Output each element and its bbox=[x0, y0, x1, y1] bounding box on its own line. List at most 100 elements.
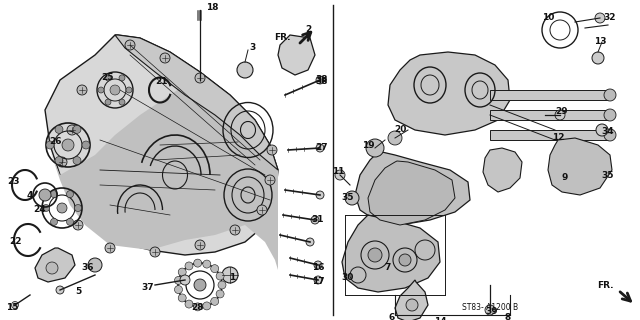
Circle shape bbox=[39, 189, 51, 201]
Circle shape bbox=[218, 281, 226, 289]
Circle shape bbox=[73, 156, 81, 164]
Polygon shape bbox=[368, 161, 455, 225]
Text: 28: 28 bbox=[192, 303, 204, 313]
Polygon shape bbox=[342, 215, 440, 292]
Circle shape bbox=[73, 220, 83, 230]
Text: 8: 8 bbox=[505, 314, 511, 320]
Circle shape bbox=[57, 203, 67, 213]
Polygon shape bbox=[483, 148, 522, 192]
Circle shape bbox=[203, 260, 211, 268]
Circle shape bbox=[399, 254, 411, 266]
Text: 18: 18 bbox=[205, 4, 218, 12]
Polygon shape bbox=[50, 75, 278, 270]
Circle shape bbox=[67, 125, 77, 135]
Text: FR.: FR. bbox=[274, 34, 291, 43]
Text: 20: 20 bbox=[394, 125, 406, 134]
Text: ST83- A1200 B: ST83- A1200 B bbox=[462, 303, 518, 313]
Text: 32: 32 bbox=[604, 13, 616, 22]
Circle shape bbox=[314, 261, 322, 269]
Circle shape bbox=[12, 301, 19, 308]
Text: FR.: FR. bbox=[596, 281, 613, 290]
Text: 31: 31 bbox=[312, 215, 324, 225]
Text: 9: 9 bbox=[562, 173, 568, 182]
Text: 21: 21 bbox=[156, 77, 168, 86]
Circle shape bbox=[51, 218, 58, 225]
Text: 1: 1 bbox=[229, 274, 235, 283]
Circle shape bbox=[194, 303, 202, 311]
Circle shape bbox=[55, 156, 63, 164]
Polygon shape bbox=[490, 110, 610, 120]
Circle shape bbox=[195, 240, 205, 250]
Circle shape bbox=[314, 276, 322, 284]
Circle shape bbox=[185, 262, 193, 270]
Circle shape bbox=[56, 286, 64, 294]
Circle shape bbox=[257, 205, 267, 215]
Text: 5: 5 bbox=[75, 287, 81, 297]
Circle shape bbox=[195, 73, 205, 83]
Text: 6: 6 bbox=[389, 314, 395, 320]
Circle shape bbox=[160, 53, 170, 63]
Text: 12: 12 bbox=[552, 133, 564, 142]
Circle shape bbox=[316, 191, 324, 199]
Circle shape bbox=[596, 124, 608, 136]
Text: 29: 29 bbox=[556, 108, 568, 116]
Circle shape bbox=[350, 267, 366, 283]
Polygon shape bbox=[35, 248, 75, 282]
Circle shape bbox=[592, 52, 604, 64]
Circle shape bbox=[119, 99, 125, 105]
Circle shape bbox=[604, 129, 616, 141]
Text: 23: 23 bbox=[8, 178, 20, 187]
Circle shape bbox=[216, 272, 224, 280]
Circle shape bbox=[150, 247, 160, 257]
Circle shape bbox=[388, 131, 402, 145]
Text: 25: 25 bbox=[102, 74, 115, 83]
Text: 27: 27 bbox=[316, 143, 328, 153]
Circle shape bbox=[368, 248, 382, 262]
Text: 2: 2 bbox=[305, 26, 311, 35]
Circle shape bbox=[42, 204, 49, 212]
Circle shape bbox=[267, 145, 277, 155]
Text: 34: 34 bbox=[602, 127, 614, 137]
Text: 16: 16 bbox=[312, 263, 324, 273]
Circle shape bbox=[88, 258, 102, 272]
Text: 26: 26 bbox=[49, 138, 61, 147]
Text: 37: 37 bbox=[141, 284, 154, 292]
Polygon shape bbox=[395, 280, 428, 320]
Circle shape bbox=[237, 62, 253, 78]
Polygon shape bbox=[388, 52, 510, 135]
Circle shape bbox=[485, 305, 495, 315]
Circle shape bbox=[46, 141, 54, 149]
Circle shape bbox=[194, 259, 202, 267]
Circle shape bbox=[604, 109, 616, 121]
Circle shape bbox=[222, 267, 238, 283]
Polygon shape bbox=[548, 138, 612, 195]
Circle shape bbox=[105, 75, 111, 81]
Text: 35: 35 bbox=[342, 194, 355, 203]
Circle shape bbox=[105, 243, 115, 253]
Circle shape bbox=[230, 225, 240, 235]
Circle shape bbox=[55, 125, 63, 133]
Circle shape bbox=[77, 85, 87, 95]
Circle shape bbox=[105, 99, 111, 105]
Polygon shape bbox=[490, 90, 610, 100]
Circle shape bbox=[180, 275, 190, 285]
Polygon shape bbox=[278, 35, 315, 75]
Text: 35: 35 bbox=[602, 171, 614, 180]
Text: 17: 17 bbox=[312, 277, 324, 286]
Circle shape bbox=[595, 13, 605, 23]
Circle shape bbox=[98, 87, 104, 93]
Circle shape bbox=[366, 139, 384, 157]
Circle shape bbox=[119, 75, 125, 81]
Circle shape bbox=[178, 294, 186, 302]
Text: 19: 19 bbox=[362, 140, 374, 149]
Text: 11: 11 bbox=[332, 167, 344, 177]
Circle shape bbox=[125, 40, 135, 50]
Text: 15: 15 bbox=[6, 303, 19, 313]
Text: 38: 38 bbox=[316, 77, 328, 86]
Polygon shape bbox=[115, 35, 278, 170]
Circle shape bbox=[345, 191, 359, 205]
Circle shape bbox=[73, 125, 81, 133]
Circle shape bbox=[335, 170, 345, 180]
Circle shape bbox=[185, 300, 193, 308]
Text: 14: 14 bbox=[434, 317, 446, 320]
